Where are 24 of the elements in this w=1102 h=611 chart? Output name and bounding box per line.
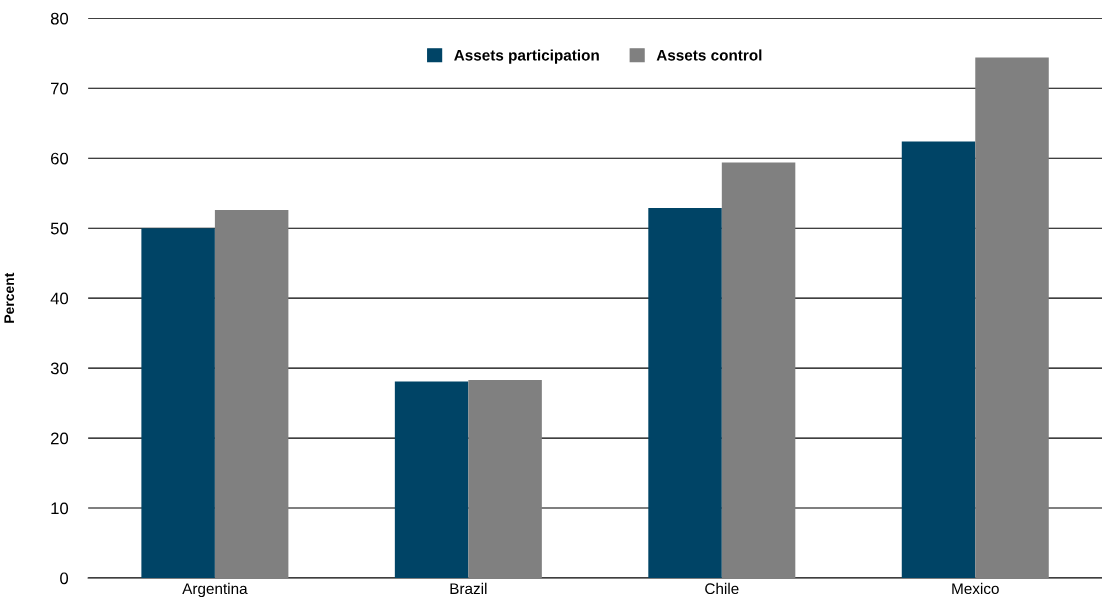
y-tick-label: 50 [50, 222, 69, 235]
bar [214, 210, 289, 579]
legend-label: Assets control [656, 49, 762, 61]
x-tick-label: Argentina [182, 582, 248, 598]
y-tick-label: 80 [50, 12, 69, 25]
y-tick-label: 0 [60, 572, 69, 585]
bar [721, 162, 796, 579]
legend-label: Assets participation [454, 49, 599, 64]
bar [394, 381, 469, 579]
y-tick-label: 30 [50, 362, 69, 375]
x-tick-label: Chile [705, 582, 739, 595]
bar [901, 141, 976, 579]
bar [468, 380, 542, 579]
y-tick-label: 40 [50, 292, 69, 305]
y-axis-title: Percent [4, 272, 15, 323]
y-tick-label: 60 [51, 152, 69, 165]
bar [648, 207, 722, 579]
x-tick-label: Mexico [952, 582, 999, 595]
y-tick-label: 70 [51, 82, 69, 95]
y-tick-label: 20 [51, 432, 69, 445]
x-tick-label: Brazil [450, 582, 487, 595]
bar [975, 57, 1049, 579]
y-tick-label: 10 [51, 502, 69, 515]
bar [141, 228, 215, 579]
